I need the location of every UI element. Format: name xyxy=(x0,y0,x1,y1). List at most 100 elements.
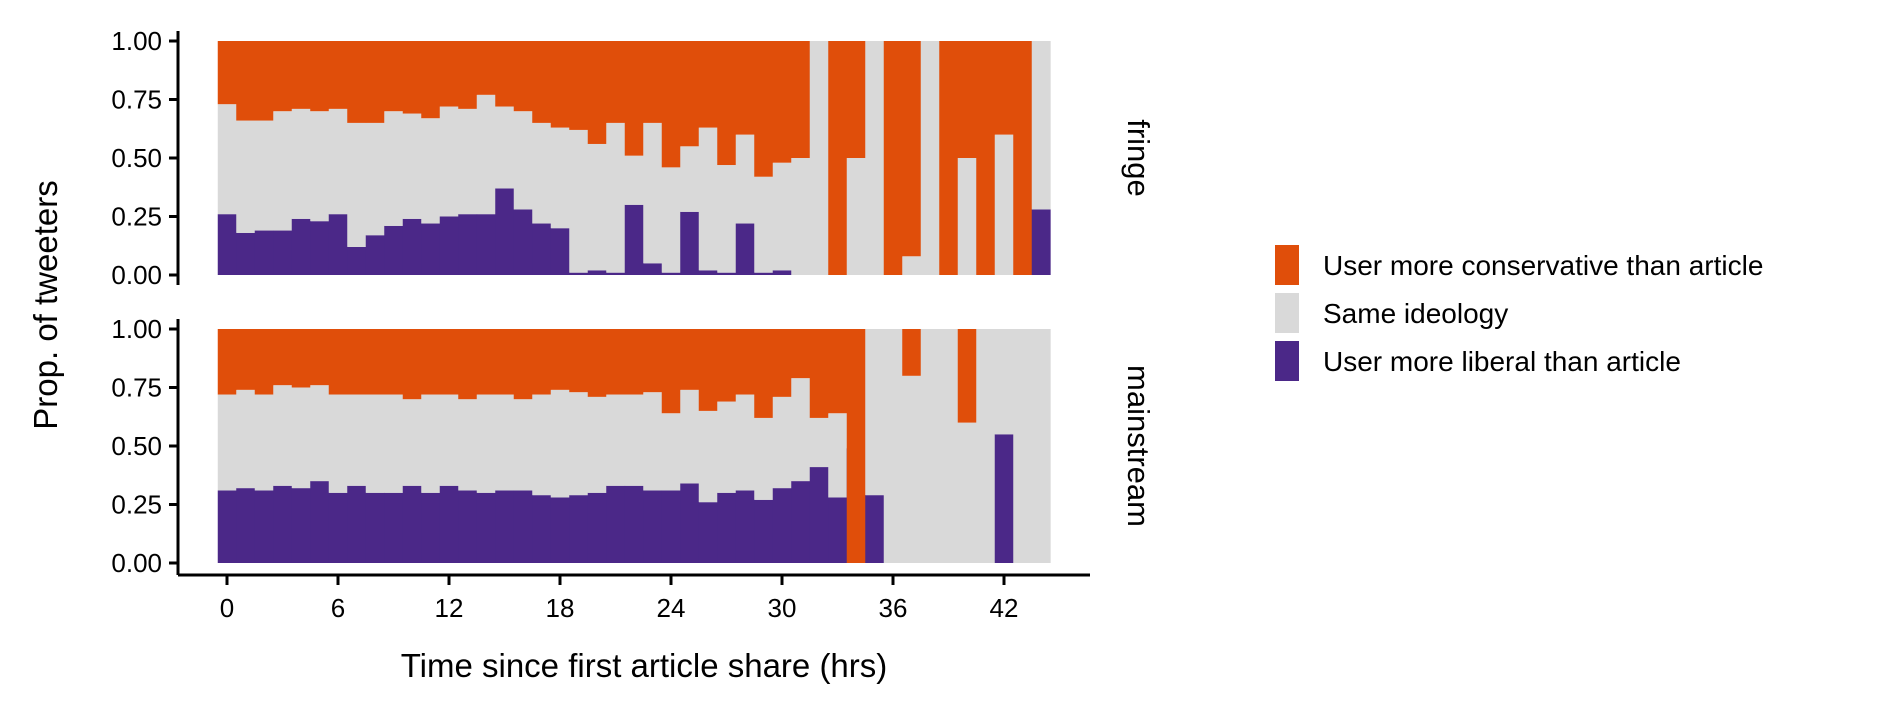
x-tick-label: 0 xyxy=(220,593,234,623)
bar-liberal xyxy=(661,272,681,275)
bar-same xyxy=(717,165,737,273)
bar-same xyxy=(236,120,256,233)
bar-liberal xyxy=(680,483,700,563)
bar-same xyxy=(236,389,256,489)
bar-liberal xyxy=(254,490,274,563)
strip-label-fringe: fringe xyxy=(1121,119,1156,197)
bar-same xyxy=(365,394,385,493)
bar-conservative xyxy=(791,329,811,379)
bar-same xyxy=(698,127,718,271)
y-tick-label: 0.00 xyxy=(111,548,162,578)
bar-liberal xyxy=(365,235,385,275)
bar-same xyxy=(772,162,792,271)
bar-same xyxy=(624,394,644,486)
bar-conservative xyxy=(606,329,626,395)
bar-liberal xyxy=(476,492,496,563)
bar-liberal xyxy=(680,211,700,275)
bar-conservative xyxy=(236,41,256,121)
bar-conservative xyxy=(458,41,478,109)
bar-conservative xyxy=(828,41,848,275)
bar-liberal xyxy=(310,481,330,563)
bar-liberal xyxy=(513,490,533,563)
bar-same xyxy=(254,394,274,491)
bar-liberal xyxy=(384,492,404,563)
bar-conservative xyxy=(532,41,552,123)
bar-liberal xyxy=(532,223,552,275)
bar-conservative xyxy=(976,41,996,275)
bar-same xyxy=(347,122,367,247)
x-tick-label: 42 xyxy=(990,593,1019,623)
bar-same xyxy=(994,329,1014,435)
bar-conservative xyxy=(476,41,496,95)
bar-same xyxy=(587,143,607,271)
bar-liberal xyxy=(587,492,607,563)
legend-label: User more conservative than article xyxy=(1323,250,1763,281)
bar-same xyxy=(439,106,459,217)
bar-conservative xyxy=(236,329,256,390)
bar-conservative xyxy=(569,329,589,393)
bar-conservative xyxy=(661,41,681,168)
bar-liberal xyxy=(217,214,237,275)
bar-liberal xyxy=(402,485,422,563)
bar-same xyxy=(1031,41,1051,210)
bar-conservative xyxy=(735,329,755,395)
bar-conservative xyxy=(587,41,607,144)
bar-liberal xyxy=(606,272,626,275)
bar-conservative xyxy=(384,329,404,395)
bar-same xyxy=(957,158,977,275)
bar-conservative xyxy=(254,41,274,121)
bar-liberal xyxy=(347,246,367,275)
bar-liberal xyxy=(698,270,718,275)
bar-conservative xyxy=(643,329,663,393)
bar-same xyxy=(495,106,515,189)
bar-liberal xyxy=(624,204,644,275)
legend: User more conservative than article Same … xyxy=(1275,245,1763,381)
bar-conservative xyxy=(680,329,700,390)
bar-liberal xyxy=(532,495,552,563)
bar-same xyxy=(735,134,755,224)
bar-liberal xyxy=(273,485,293,563)
bar-same xyxy=(754,417,774,500)
bar-conservative xyxy=(217,41,237,105)
bar-conservative xyxy=(957,329,977,423)
y-tick-label: 1.00 xyxy=(111,26,162,56)
bar-conservative xyxy=(957,41,977,158)
bar-liberal xyxy=(291,488,311,563)
bar-same xyxy=(458,108,478,215)
bar-conservative xyxy=(606,41,626,123)
bar-same xyxy=(310,111,330,222)
bar-liberal xyxy=(828,497,848,563)
bar-liberal xyxy=(236,232,256,275)
x-tick-label: 6 xyxy=(331,593,345,623)
bar-liberal xyxy=(328,492,348,563)
bar-same xyxy=(458,399,478,491)
x-axis: 0 6 12 18 24 30 36 42 xyxy=(178,573,1090,623)
bar-same xyxy=(310,385,330,482)
bar-liberal xyxy=(421,223,441,275)
bar-liberal xyxy=(1031,209,1051,275)
bar-conservative xyxy=(273,329,293,386)
bar-same xyxy=(920,329,940,563)
bar-same xyxy=(476,94,496,215)
bar-same xyxy=(550,389,570,498)
bar-conservative xyxy=(291,41,311,109)
bar-liberal xyxy=(495,188,515,275)
y-tick-label: 0.25 xyxy=(111,202,162,232)
bar-conservative xyxy=(754,41,774,177)
y-tick-label: 0.00 xyxy=(111,260,162,290)
bar-same xyxy=(532,122,552,224)
bar-same xyxy=(791,378,811,482)
bar-conservative xyxy=(939,41,959,275)
x-tick-label: 24 xyxy=(657,593,686,623)
bar-liberal xyxy=(772,270,792,275)
bar-same xyxy=(384,111,404,226)
bar-conservative xyxy=(828,329,848,414)
y-tick-label: 0.75 xyxy=(111,373,162,403)
bar-same xyxy=(661,413,681,491)
bar-conservative xyxy=(643,41,663,123)
bar-same xyxy=(532,394,552,496)
bar-same xyxy=(920,41,940,275)
bar-conservative xyxy=(661,329,681,414)
bar-conservative xyxy=(513,329,533,400)
bar-conservative xyxy=(347,41,367,123)
